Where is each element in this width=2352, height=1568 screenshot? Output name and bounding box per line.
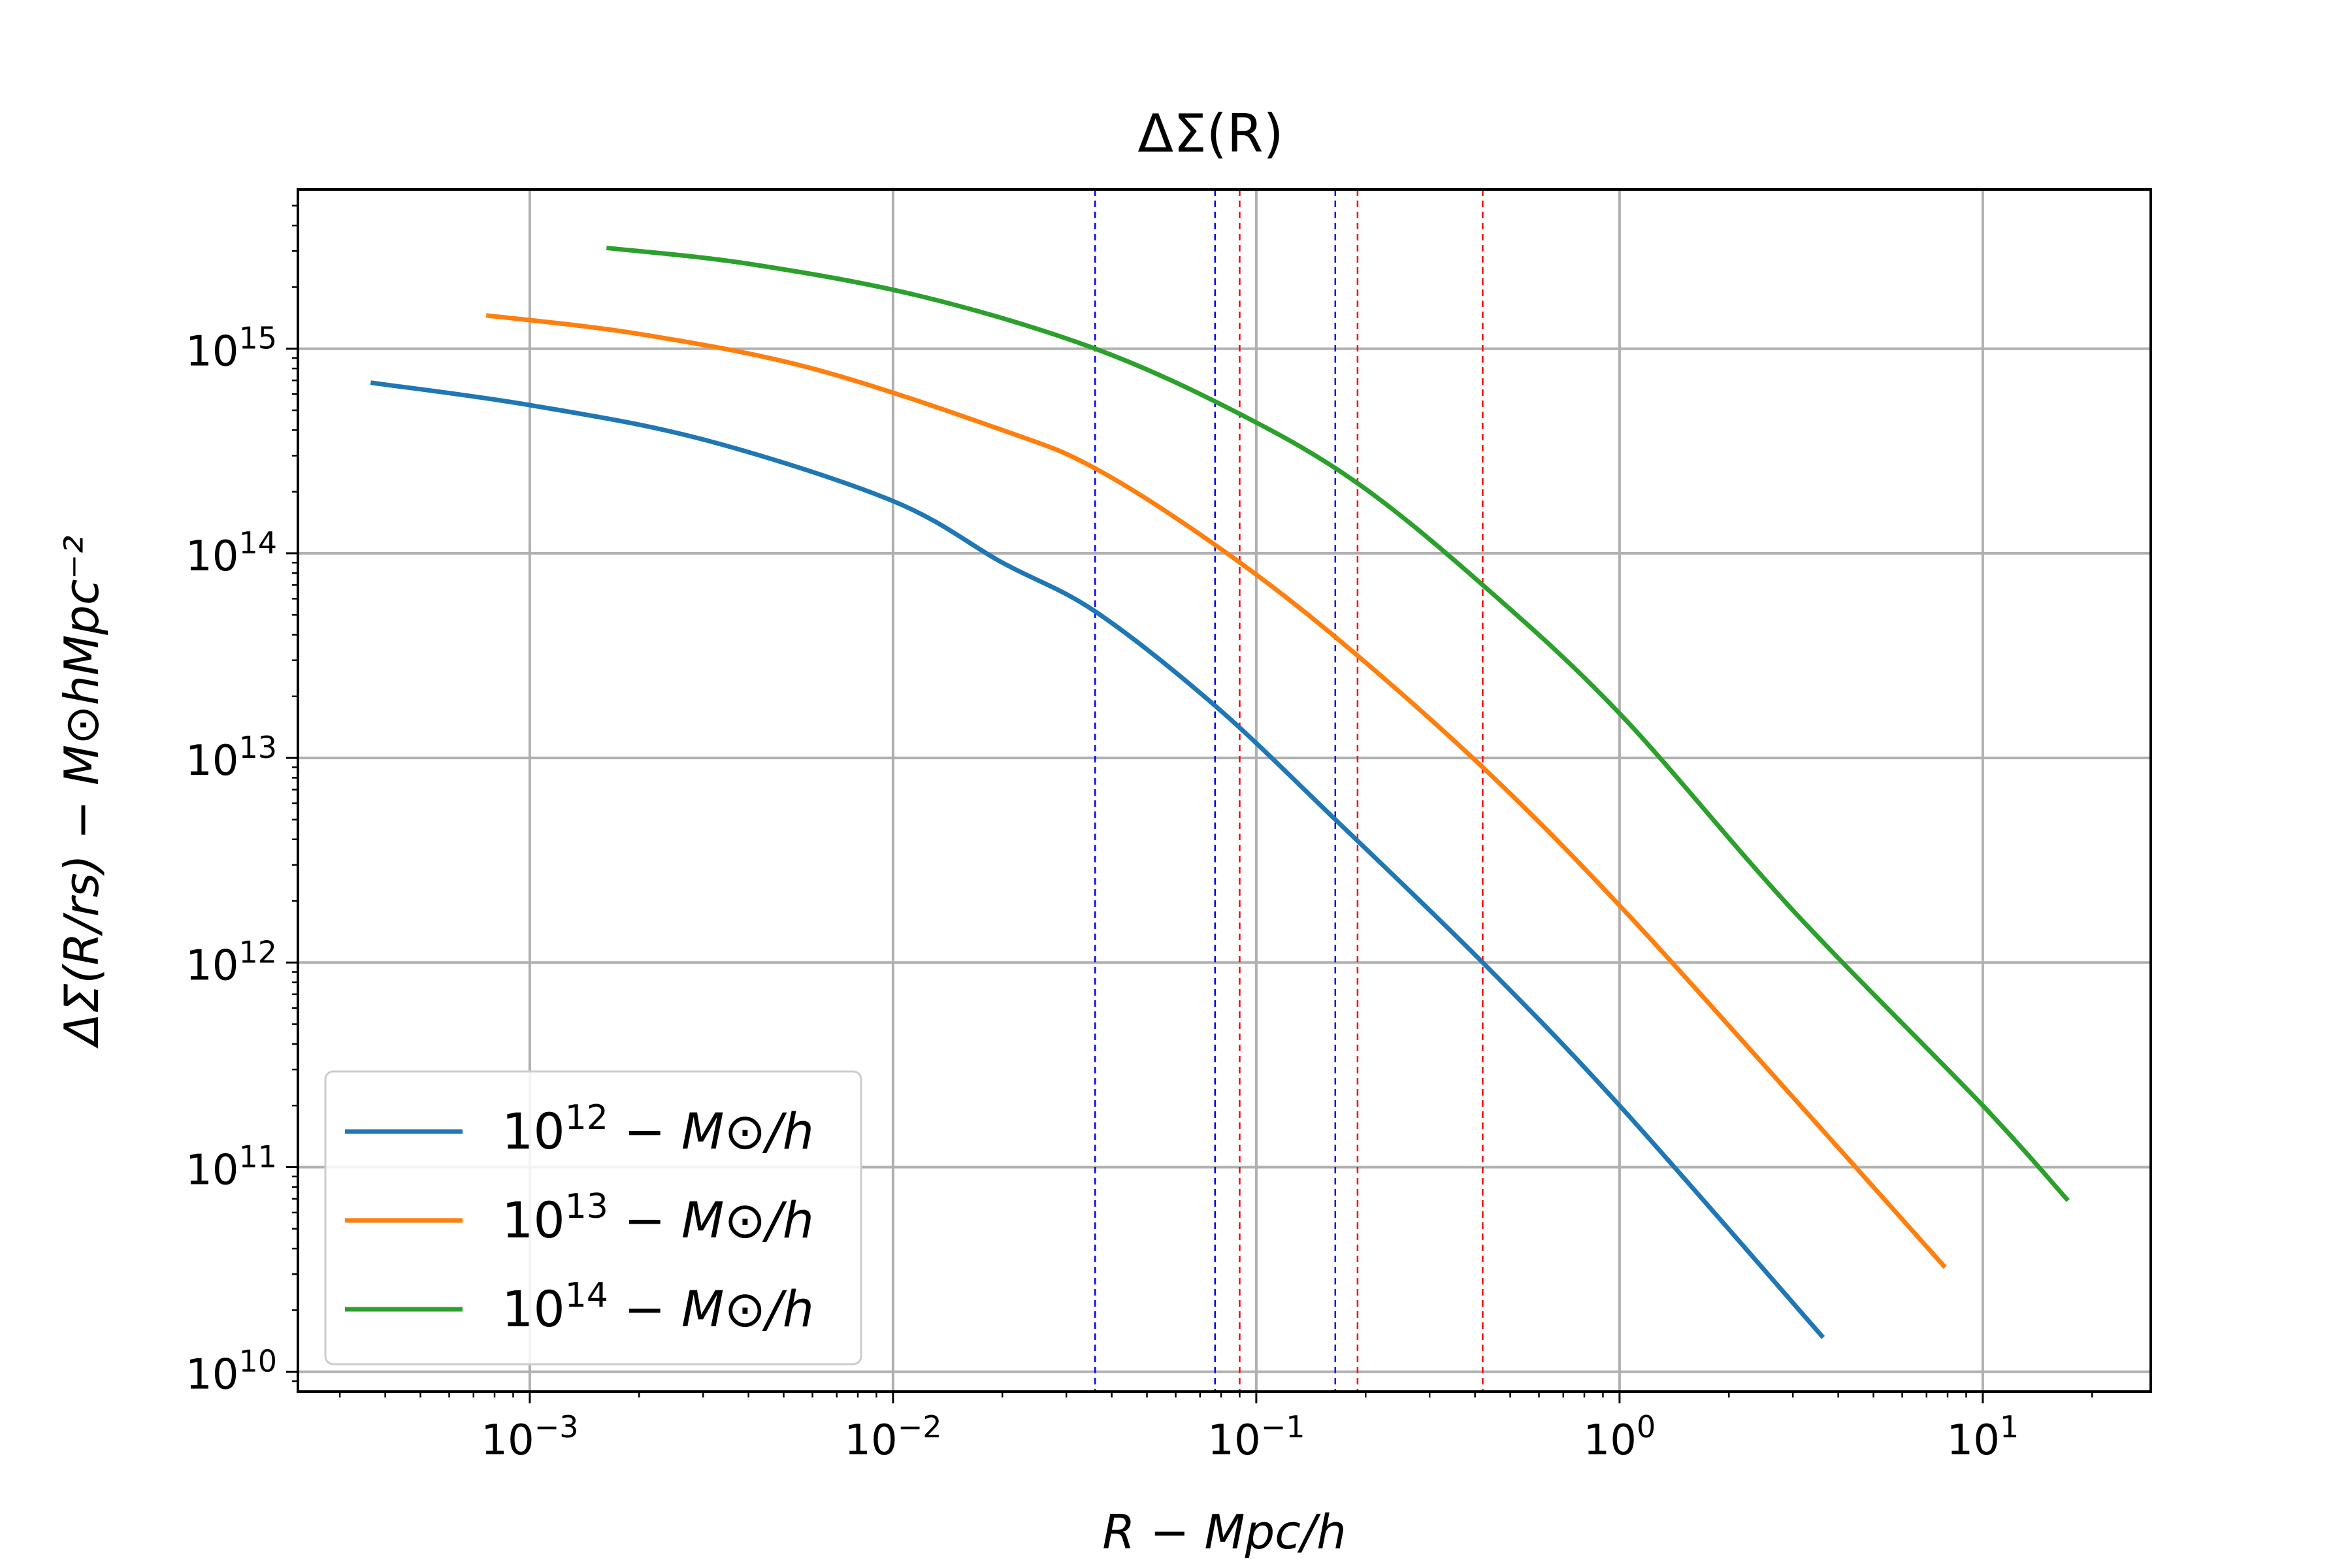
legend-label-exponent: 14 <box>565 1276 608 1315</box>
tick-label-exponent: 13 <box>238 730 277 765</box>
tick-label-exponent: 14 <box>238 525 277 561</box>
chart-title: ΔΣ(R) <box>1137 103 1283 164</box>
plot-frame <box>297 188 2152 1393</box>
legend-label-base: 10 <box>502 1191 565 1249</box>
x-tick-label: 10−3 <box>481 1409 578 1465</box>
legend-label-unit: − M⊙/h <box>608 1102 814 1160</box>
series-lines <box>370 245 2070 1339</box>
tick-label-base: 10 <box>186 328 238 376</box>
x-tick-label: 10−2 <box>844 1409 941 1465</box>
tick-label-exponent: 12 <box>238 934 277 970</box>
x-tick-label: 10−1 <box>1207 1409 1305 1465</box>
y-tick-label: 1015 <box>186 321 277 376</box>
series-line-3 <box>606 245 2070 1202</box>
tick-label-exponent: 1 <box>2000 1409 2019 1445</box>
legend-box <box>324 1070 862 1365</box>
tick-label-base: 10 <box>1584 1416 1637 1465</box>
tick-labels: 10−3 10−2 10−1 100 1011010101110121013101410… <box>186 321 2019 1465</box>
tick-label-base: 10 <box>1947 1416 2000 1465</box>
tick-label-exponent: −2 <box>898 1409 942 1445</box>
x-tick-label: 101 <box>1947 1409 2019 1465</box>
tick-label-exponent: 15 <box>238 321 277 356</box>
legend-label-unit: − M⊙/h <box>608 1191 814 1249</box>
tick-label-base: 10 <box>844 1416 897 1465</box>
tick-label-base: 10 <box>186 941 238 990</box>
legend-label-3: 1014 − M⊙/h <box>502 1276 814 1338</box>
tick-label-base: 10 <box>186 1146 238 1194</box>
tick-label-exponent: −3 <box>534 1409 579 1445</box>
x-tick-label: 100 <box>1584 1409 1656 1465</box>
series-line-1 <box>370 380 1825 1339</box>
legend-label-unit: − M⊙/h <box>608 1280 814 1338</box>
y-tick-label: 1012 <box>186 934 277 990</box>
y-tick-label: 1014 <box>186 525 277 581</box>
y-tick-label: 1013 <box>186 730 277 785</box>
tick-label-exponent: 10 <box>238 1344 277 1379</box>
tick-label-base: 10 <box>1207 1416 1260 1465</box>
legend-label-base: 10 <box>502 1102 565 1160</box>
tick-label-base: 10 <box>481 1416 534 1465</box>
legend-label-exponent: 13 <box>565 1187 608 1226</box>
legend-label-2: 1013 − M⊙/h <box>502 1187 814 1249</box>
x-axis-label: R − Mpc/h <box>1102 1505 1346 1560</box>
reference-lines <box>1094 189 1484 1392</box>
tick-label-exponent: −1 <box>1261 1409 1305 1445</box>
y-tick-label: 1010 <box>186 1344 277 1399</box>
tick-label-base: 10 <box>186 532 238 581</box>
tick-label-base: 10 <box>186 737 238 785</box>
tick-label-exponent: 11 <box>238 1139 277 1174</box>
y-axis-label: ΔΣ(R/rs) − M⊙hMpc⁻² <box>54 536 109 1049</box>
y-tick-label: 1011 <box>186 1139 277 1194</box>
axis-ticks <box>286 204 2093 1403</box>
legend-label-1: 1012 − M⊙/h <box>502 1098 814 1160</box>
tick-label-exponent: 0 <box>1637 1409 1656 1445</box>
series-line-2 <box>485 313 1947 1269</box>
tick-label-base: 10 <box>186 1351 238 1399</box>
legend-label-exponent: 12 <box>565 1098 608 1137</box>
legend-label-base: 10 <box>502 1280 565 1338</box>
